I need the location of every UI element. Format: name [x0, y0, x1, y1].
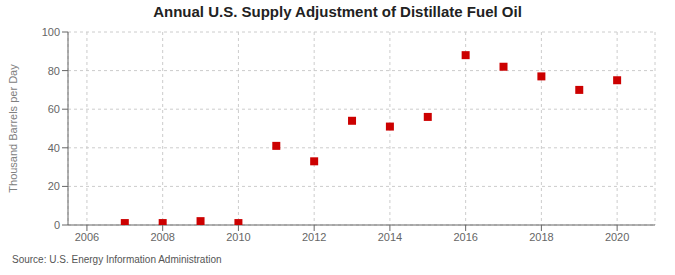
svg-text:2006: 2006	[75, 231, 99, 243]
svg-text:20: 20	[48, 180, 60, 192]
svg-text:60: 60	[48, 103, 60, 115]
svg-text:2018: 2018	[529, 231, 553, 243]
svg-text:Thousand Barrels per Day: Thousand Barrels per Day	[8, 64, 19, 193]
svg-text:2020: 2020	[605, 231, 629, 243]
svg-text:100: 100	[42, 26, 60, 38]
svg-text:2014: 2014	[378, 231, 402, 243]
svg-text:2012: 2012	[302, 231, 326, 243]
svg-text:2016: 2016	[453, 231, 477, 243]
svg-text:40: 40	[48, 142, 60, 154]
svg-text:2008: 2008	[150, 231, 174, 243]
html-text:Source: U.S. Energy Informatio: Source: U.S. Energy Information Administ…	[12, 254, 222, 265]
svg-text:0: 0	[54, 219, 60, 231]
html-text:Annual U.S. Supply Adjustment: Annual U.S. Supply Adjustment of Distill…	[153, 3, 522, 20]
svg-text:2010: 2010	[226, 231, 250, 243]
svg-text:80: 80	[48, 65, 60, 77]
